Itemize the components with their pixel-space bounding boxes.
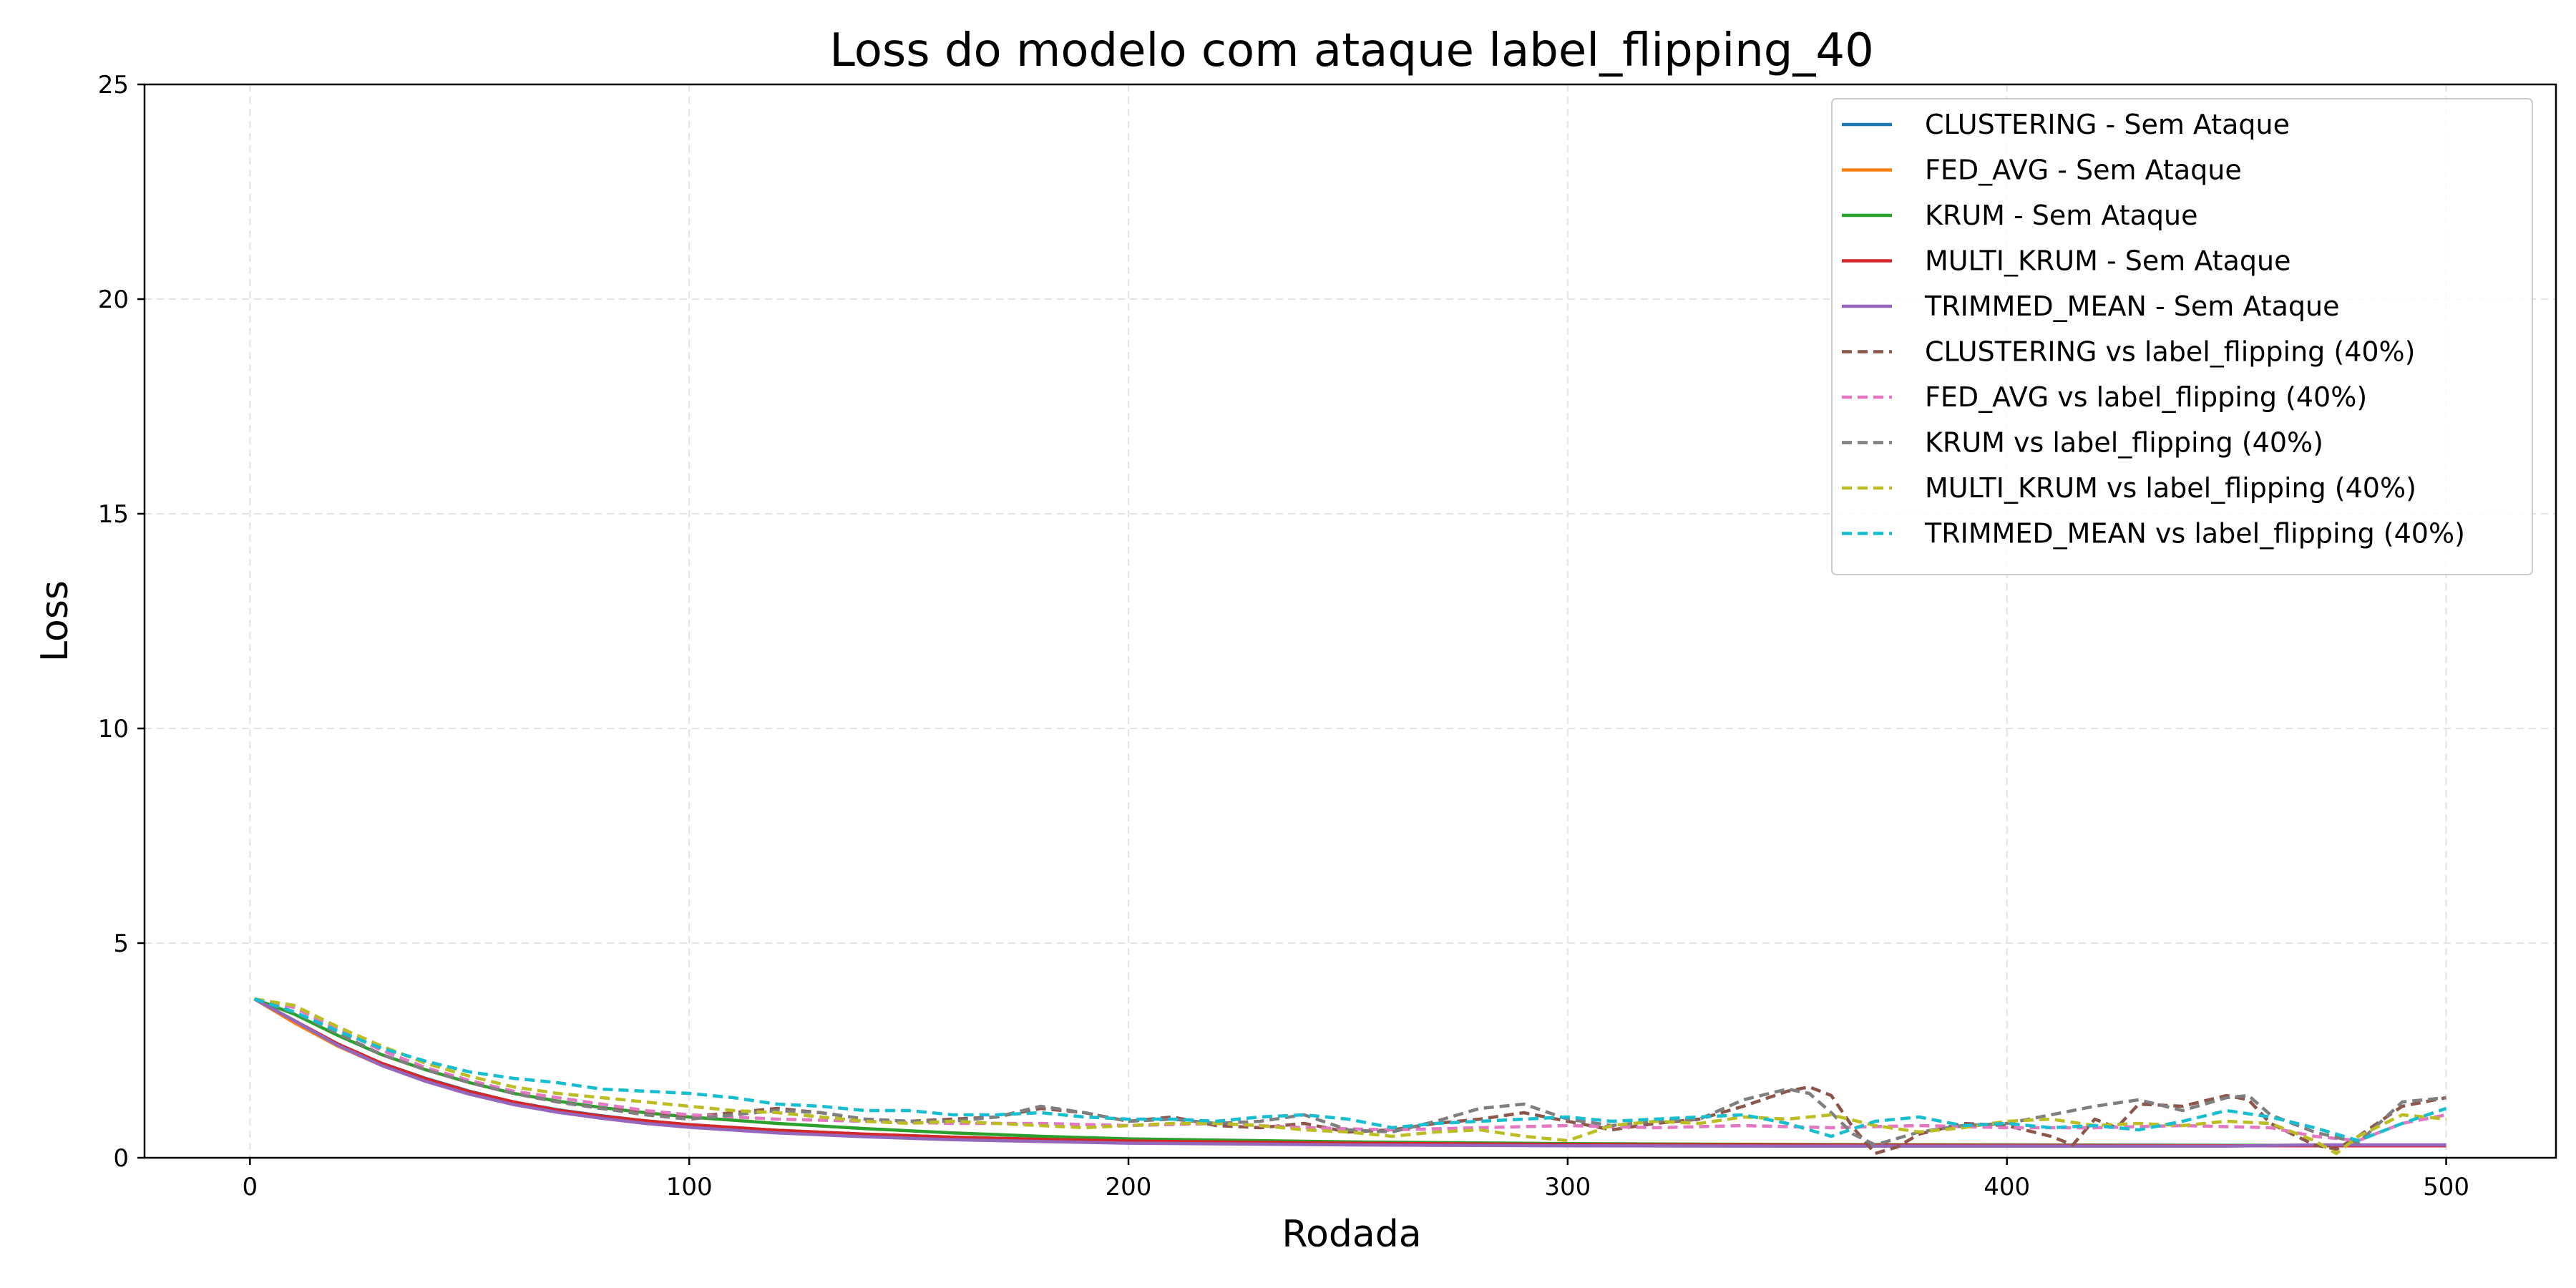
legend-label: TRIMMED_MEAN - Sem Ataque [1924,291,2339,322]
axis-ticks: 0 100 200 300 400 500 0 5 10 15 20 25 [98,71,2469,1201]
plot-frame [143,83,2557,1159]
x-tick-label: 200 [1106,1173,1152,1201]
y-tick-label: 20 [98,286,129,314]
legend-label: CLUSTERING vs label_flipping (40%) [1925,336,2415,368]
x-axis-label: Rodada [1282,1213,1421,1256]
series-line-8 [253,997,2446,1147]
y-tick-label: 15 [98,500,129,529]
series-group [253,997,2447,1156]
series-line-9 [254,997,2446,1156]
x-tick-label: 500 [2423,1173,2469,1201]
legend-label: TRIMMED_MEAN vs label_flipping (40%) [1924,518,2465,550]
x-tick-label: 400 [1984,1173,2030,1201]
legend-label: MULTI_KRUM vs label_flipping (40%) [1925,472,2416,504]
y-tick-label: 25 [98,71,129,99]
legend-label: MULTI_KRUM - Sem Ataque [1925,245,2290,277]
legend-label: KRUM - Sem Ataque [1925,200,2197,231]
series-line-6 [253,997,2446,1156]
legend-label: KRUM vs label_flipping (40%) [1925,427,2323,459]
series-line-5 [253,997,2446,1148]
y-tick-label: 10 [98,715,129,743]
legend-label: FED_AVG - Sem Ataque [1925,155,2242,186]
legend-label: CLUSTERING - Sem Ataque [1925,109,2290,140]
legend-label: FED_AVG vs label_flipping (40%) [1925,381,2367,413]
x-tick-label: 300 [1544,1173,1591,1201]
legend: CLUSTERING - Sem Ataque FED_AVG - Sem Ata… [1831,98,2533,575]
legend-box [1831,98,2533,575]
y-tick-label: 5 [113,930,129,958]
chart-title: Loss do modelo com ataque label_flipping… [829,24,1874,77]
x-tick-label: 100 [666,1173,713,1201]
series-line-10 [253,997,2447,1143]
y-tick-label: 0 [113,1144,129,1173]
y-axis-label: Loss [34,580,77,662]
x-tick-label: 0 [243,1173,258,1201]
